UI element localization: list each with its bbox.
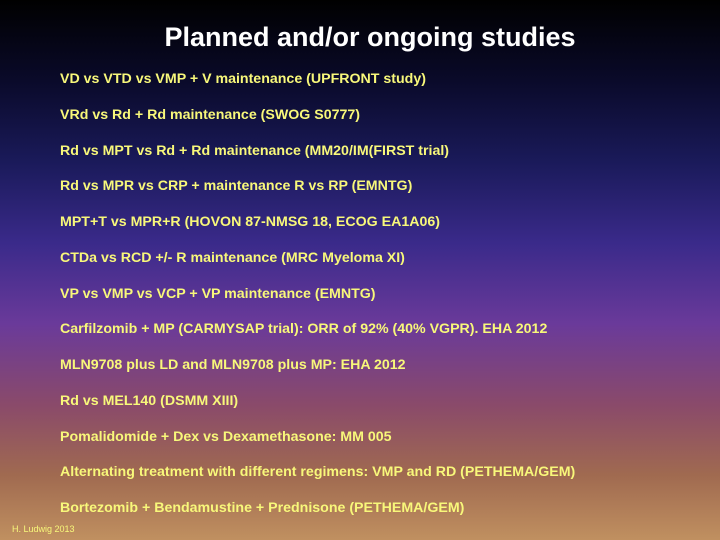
- study-item: Rd vs MEL140 (DSMM XIII): [60, 393, 680, 411]
- footer-credit: H. Ludwig 2013: [12, 524, 75, 534]
- study-item: VP vs VMP vs VCP + VP maintenance (EMNTG…: [60, 286, 680, 304]
- study-item: Pomalidomide + Dex vs Dexamethasone: MM …: [60, 429, 680, 447]
- study-item: CTDa vs RCD +/- R maintenance (MRC Myelo…: [60, 250, 680, 268]
- study-item: VRd vs Rd + Rd maintenance (SWOG S0777): [60, 107, 680, 125]
- study-item: Rd vs MPR vs CRP + maintenance R vs RP (…: [60, 178, 680, 196]
- slide-title: Planned and/or ongoing studies: [60, 22, 680, 53]
- study-item: Alternating treatment with different reg…: [60, 464, 680, 482]
- study-item: MLN9708 plus LD and MLN9708 plus MP: EHA…: [60, 357, 680, 375]
- slide-container: Planned and/or ongoing studies VD vs VTD…: [0, 0, 720, 540]
- study-item: Rd vs MPT vs Rd + Rd maintenance (MM20/I…: [60, 143, 680, 161]
- study-item: Carfilzomib + MP (CARMYSAP trial): ORR o…: [60, 321, 680, 339]
- study-item: MPT+T vs MPR+R (HOVON 87-NMSG 18, ECOG E…: [60, 214, 680, 232]
- study-item: VD vs VTD vs VMP + V maintenance (UPFRON…: [60, 71, 680, 89]
- study-item: Bortezomib + Bendamustine + Prednisone (…: [60, 500, 680, 518]
